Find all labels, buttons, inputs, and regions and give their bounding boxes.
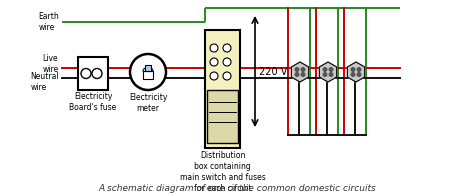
Circle shape: [329, 68, 333, 71]
Polygon shape: [319, 62, 337, 82]
Text: Neutral
wire: Neutral wire: [30, 72, 59, 92]
Circle shape: [351, 68, 355, 71]
Bar: [78, 57, 108, 90]
Circle shape: [323, 68, 327, 71]
Circle shape: [210, 44, 218, 52]
Text: A schematic diagram of one of the common domestic circuits: A schematic diagram of one of the common…: [98, 184, 376, 193]
Polygon shape: [347, 62, 365, 82]
Circle shape: [223, 44, 231, 52]
Bar: [207, 90, 238, 143]
Bar: [145, 65, 151, 71]
Circle shape: [295, 68, 299, 71]
Circle shape: [210, 58, 218, 66]
Circle shape: [301, 68, 305, 71]
Circle shape: [357, 68, 361, 71]
Circle shape: [223, 58, 231, 66]
Circle shape: [301, 73, 305, 76]
Polygon shape: [292, 62, 309, 82]
Circle shape: [223, 72, 231, 80]
Circle shape: [323, 73, 327, 76]
Text: 220 V: 220 V: [259, 66, 287, 76]
Circle shape: [130, 54, 166, 90]
Circle shape: [210, 72, 218, 80]
Text: Electricity
meter: Electricity meter: [129, 93, 167, 113]
Bar: [143, 71, 153, 79]
Circle shape: [329, 73, 333, 76]
Text: Live
wire: Live wire: [43, 54, 59, 74]
Circle shape: [295, 73, 299, 76]
Text: Distribution
box containing
main switch and fuses
for each circuit: Distribution box containing main switch …: [180, 151, 265, 193]
Circle shape: [81, 68, 91, 79]
Text: Electricity
Board's fuse: Electricity Board's fuse: [69, 92, 117, 112]
Circle shape: [357, 73, 361, 76]
Circle shape: [92, 68, 102, 79]
Bar: [205, 30, 240, 148]
Text: Earth
wire: Earth wire: [38, 12, 59, 32]
Circle shape: [351, 73, 355, 76]
